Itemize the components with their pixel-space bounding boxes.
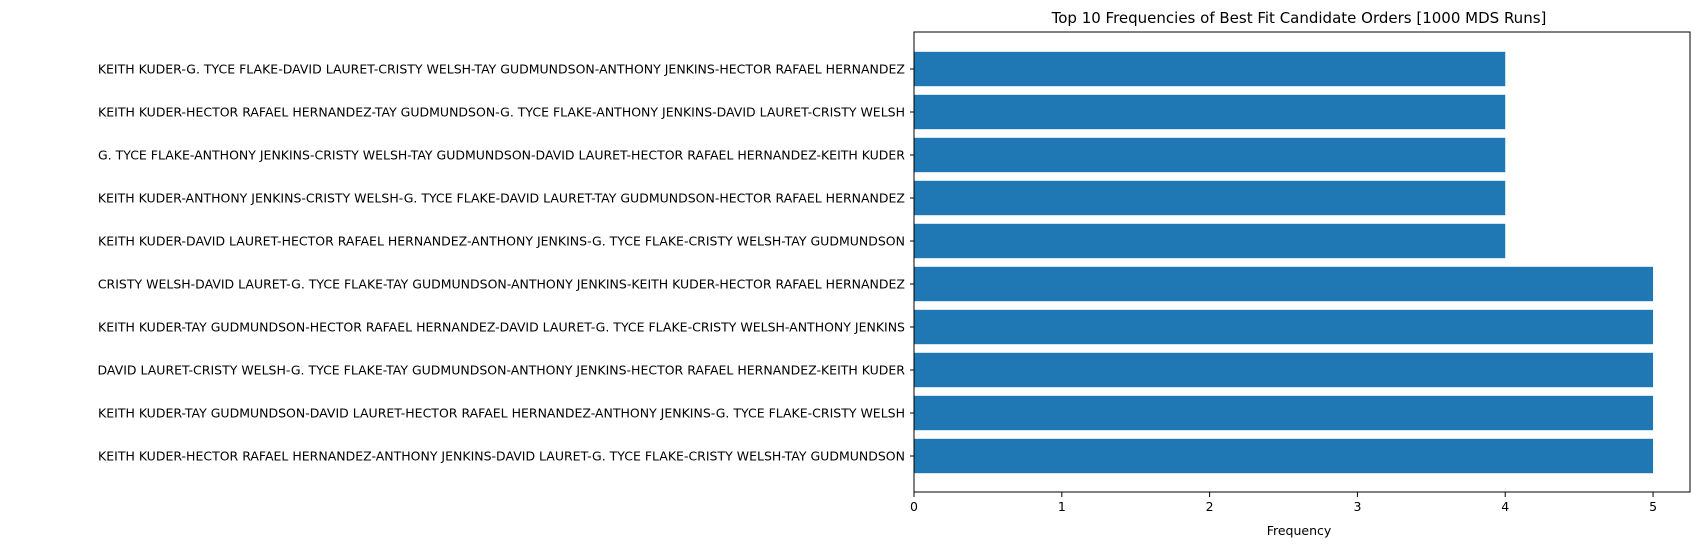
bar	[914, 352, 1654, 388]
category-label: DAVID LAURET-CRISTY WELSH-G. TYCE FLAKE-…	[98, 363, 906, 378]
x-tick-label: 3	[1353, 499, 1361, 514]
chart-title: Top 10 Frequencies of Best Fit Candidate…	[1051, 9, 1547, 27]
x-tick-label: 2	[1206, 499, 1214, 514]
category-label: G. TYCE FLAKE-ANTHONY JENKINS-CRISTY WEL…	[98, 148, 905, 163]
bar	[914, 266, 1654, 302]
bar	[914, 51, 1506, 87]
category-labels: KEITH KUDER-G. TYCE FLAKE-DAVID LAURET-C…	[98, 62, 914, 464]
category-label: KEITH KUDER-TAY GUDMUNDSON-DAVID LAURET-…	[98, 406, 905, 421]
plot-frame	[913, 31, 1691, 493]
x-axis-label: Frequency	[1267, 523, 1332, 538]
bars-group	[914, 51, 1654, 474]
category-label: KEITH KUDER-TAY GUDMUNDSON-HECTOR RAFAEL…	[98, 320, 905, 335]
x-axis-ticks: 0 1 2 3 4 5	[910, 492, 1657, 514]
bar	[914, 438, 1654, 474]
category-label: KEITH KUDER-G. TYCE FLAKE-DAVID LAURET-C…	[98, 62, 905, 77]
bar	[914, 137, 1506, 173]
bar	[914, 395, 1654, 431]
bar	[914, 309, 1654, 345]
category-label: KEITH KUDER-ANTHONY JENKINS-CRISTY WELSH…	[98, 191, 905, 206]
category-label: KEITH KUDER-DAVID LAURET-HECTOR RAFAEL H…	[98, 234, 905, 249]
category-label: KEITH KUDER-HECTOR RAFAEL HERNANDEZ-ANTH…	[98, 449, 905, 464]
bar	[914, 223, 1506, 259]
category-label: KEITH KUDER-HECTOR RAFAEL HERNANDEZ-TAY …	[98, 105, 905, 120]
bar	[914, 94, 1506, 130]
x-tick-label: 5	[1649, 499, 1657, 514]
category-label: CRISTY WELSH-DAVID LAURET-G. TYCE FLAKE-…	[98, 277, 905, 292]
x-tick-label: 4	[1501, 499, 1509, 514]
x-tick-label: 0	[910, 499, 918, 514]
bar	[914, 180, 1506, 216]
x-tick-label: 1	[1058, 499, 1066, 514]
